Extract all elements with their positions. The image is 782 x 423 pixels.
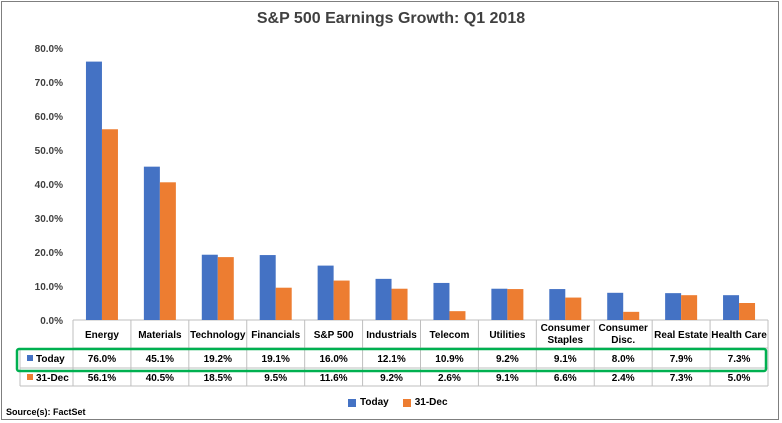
y-tick-label: 30.0%	[35, 214, 63, 225]
data-label-31-dec: 9.1%	[496, 373, 519, 384]
bar-31-dec	[623, 311, 640, 320]
bar-today	[143, 166, 160, 320]
data-label-today: 19.2%	[204, 354, 232, 365]
bar-31-dec	[449, 311, 466, 320]
data-label-today: 8.0%	[612, 354, 635, 365]
category-label: Financials	[251, 330, 300, 341]
category-label: Materials	[138, 330, 182, 341]
data-label-today: 9.1%	[554, 354, 577, 365]
category-label: Disc.	[611, 335, 635, 346]
bar-31-dec	[217, 257, 234, 320]
category-label: Staples	[548, 335, 584, 346]
chart-title: S&P 500 Earnings Growth: Q1 2018	[256, 10, 526, 27]
data-label-today: 45.1%	[146, 354, 174, 365]
data-label-31-dec: 40.5%	[146, 373, 174, 384]
y-tick-label: 70.0%	[35, 78, 63, 89]
legend-label-today: Today	[360, 397, 389, 408]
row-key-31-dec	[27, 374, 33, 380]
legend-item-31-dec: 31-Dec	[402, 397, 448, 408]
data-label-today: 10.9%	[435, 354, 463, 365]
bar-today	[549, 289, 566, 320]
bar-today	[723, 295, 740, 320]
y-tick-label: 80.0%	[35, 44, 63, 55]
bar-today	[491, 288, 508, 320]
category-label: Health Care	[711, 330, 767, 341]
data-label-today: 12.1%	[377, 354, 405, 365]
bar-31-dec	[159, 182, 176, 320]
data-label-31-dec: 9.2%	[380, 373, 403, 384]
data-label-today: 16.0%	[319, 354, 347, 365]
y-tick-label: 0.0%	[40, 316, 63, 327]
data-label-today: 9.2%	[496, 354, 519, 365]
legend-swatch-today	[348, 398, 356, 407]
category-label: Technology	[190, 330, 246, 341]
category-label: Energy	[85, 330, 119, 341]
data-label-31-dec: 5.0%	[728, 373, 751, 384]
y-tick-label: 20.0%	[35, 248, 63, 259]
y-tick-label: 40.0%	[35, 180, 63, 191]
legend: Today 31-Dec	[348, 397, 448, 408]
bar-31-dec	[565, 297, 582, 320]
category-label: Industrials	[366, 330, 417, 341]
legend-label-31-dec: 31-Dec	[414, 397, 448, 408]
data-label-31-dec: 56.1%	[88, 373, 116, 384]
y-tick-label: 10.0%	[35, 282, 63, 293]
y-tick-label: 60.0%	[35, 112, 63, 123]
category-label: Consumer	[598, 323, 648, 334]
data-label-31-dec: 2.4%	[612, 373, 635, 384]
bar-today	[375, 278, 392, 320]
bar-today	[201, 254, 218, 320]
data-label-31-dec: 18.5%	[204, 373, 232, 384]
category-label: Real Estate	[654, 330, 708, 341]
bar-today	[665, 293, 682, 320]
bar-31-dec	[681, 295, 698, 320]
bar-31-dec	[101, 129, 118, 320]
data-label-today: 7.3%	[728, 354, 751, 365]
today-row-highlight	[15, 347, 768, 373]
category-label: Utilities	[489, 330, 526, 341]
legend-item-today: Today	[348, 397, 389, 408]
source-note: Source(s): FactSet	[6, 407, 86, 417]
row-header-31-dec: 31-Dec	[36, 373, 69, 384]
bar-today	[317, 265, 334, 320]
y-tick-label: 50.0%	[35, 146, 63, 157]
bar-today	[259, 255, 276, 320]
bar-31-dec	[739, 303, 756, 320]
data-label-31-dec: 6.6%	[554, 373, 577, 384]
bar-31-dec	[275, 287, 292, 320]
data-label-today: 76.0%	[88, 354, 116, 365]
category-label: Telecom	[430, 330, 470, 341]
bar-today	[607, 292, 624, 320]
row-header-today: Today	[36, 354, 65, 365]
data-label-31-dec: 11.6%	[320, 373, 348, 384]
data-label-31-dec: 7.3%	[670, 373, 693, 384]
data-label-31-dec: 9.5%	[264, 373, 287, 384]
bar-today	[85, 61, 102, 320]
bar-31-dec	[507, 289, 524, 320]
category-label: S&P 500	[314, 330, 354, 341]
category-label: Consumer	[541, 323, 591, 334]
data-label-today: 19.1%	[262, 354, 290, 365]
bar-31-dec	[333, 280, 350, 320]
legend-swatch-31-dec	[402, 398, 411, 407]
bar-31-dec	[391, 288, 408, 320]
data-label-31-dec: 2.6%	[438, 373, 461, 384]
data-label-today: 7.9%	[670, 354, 693, 365]
bar-today	[433, 282, 450, 320]
row-key-today	[27, 355, 33, 361]
